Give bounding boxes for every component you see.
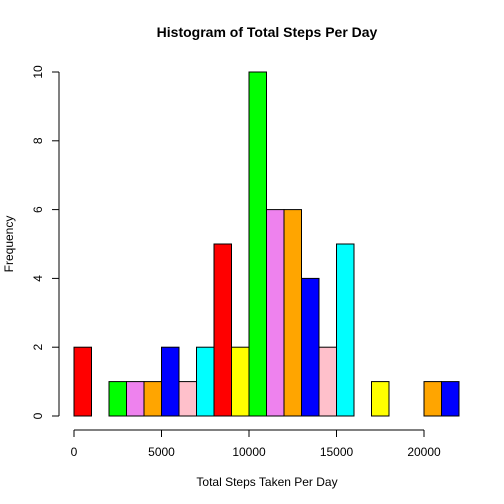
x-tick-label-1: 5000 <box>148 445 175 459</box>
x-axis: 0 5000 10000 15000 20000 <box>71 429 441 459</box>
x-tick-label-3: 15000 <box>320 445 354 459</box>
histogram-bar-15 <box>336 243 355 417</box>
x-axis-label: Total Steps Taken Per Day <box>196 475 337 489</box>
y-tick-label-3: 6 <box>31 206 45 213</box>
histogram-bar-17 <box>371 381 390 417</box>
y-tick-label-1: 2 <box>31 344 45 351</box>
histogram-bar-12 <box>283 209 302 417</box>
chart-title: Histogram of Total Steps Per Day <box>157 24 378 40</box>
histogram-bar-9 <box>231 346 250 417</box>
histogram-bar-7 <box>196 346 215 417</box>
histogram-bar-14 <box>318 346 337 417</box>
y-axis-label: Frequency <box>2 216 16 273</box>
histogram-bar-21 <box>441 381 460 417</box>
bars-group <box>73 71 460 417</box>
histogram-bar-0 <box>73 346 92 417</box>
x-tick-label-2: 10000 <box>232 445 266 459</box>
histogram-bar-6 <box>178 381 197 417</box>
y-tick-label-0: 0 <box>31 412 45 419</box>
y-axis: 0 2 4 6 8 10 <box>31 65 60 419</box>
histogram-bar-13 <box>301 277 320 417</box>
x-tick-label-4: 20000 <box>407 445 441 459</box>
y-tick-label-4: 8 <box>31 137 45 144</box>
y-tick-label-5: 10 <box>31 65 45 79</box>
histogram-bar-3 <box>126 381 145 417</box>
histogram-bar-10 <box>248 71 267 417</box>
histogram-bar-5 <box>161 346 180 417</box>
histogram-bar-20 <box>423 381 442 417</box>
histogram-bar-8 <box>213 243 232 417</box>
histogram-bar-4 <box>143 381 162 417</box>
y-tick-label-2: 4 <box>31 275 45 282</box>
x-tick-label-0: 0 <box>71 445 78 459</box>
histogram-bar-11 <box>266 209 285 417</box>
histogram-bar-2 <box>108 381 127 417</box>
